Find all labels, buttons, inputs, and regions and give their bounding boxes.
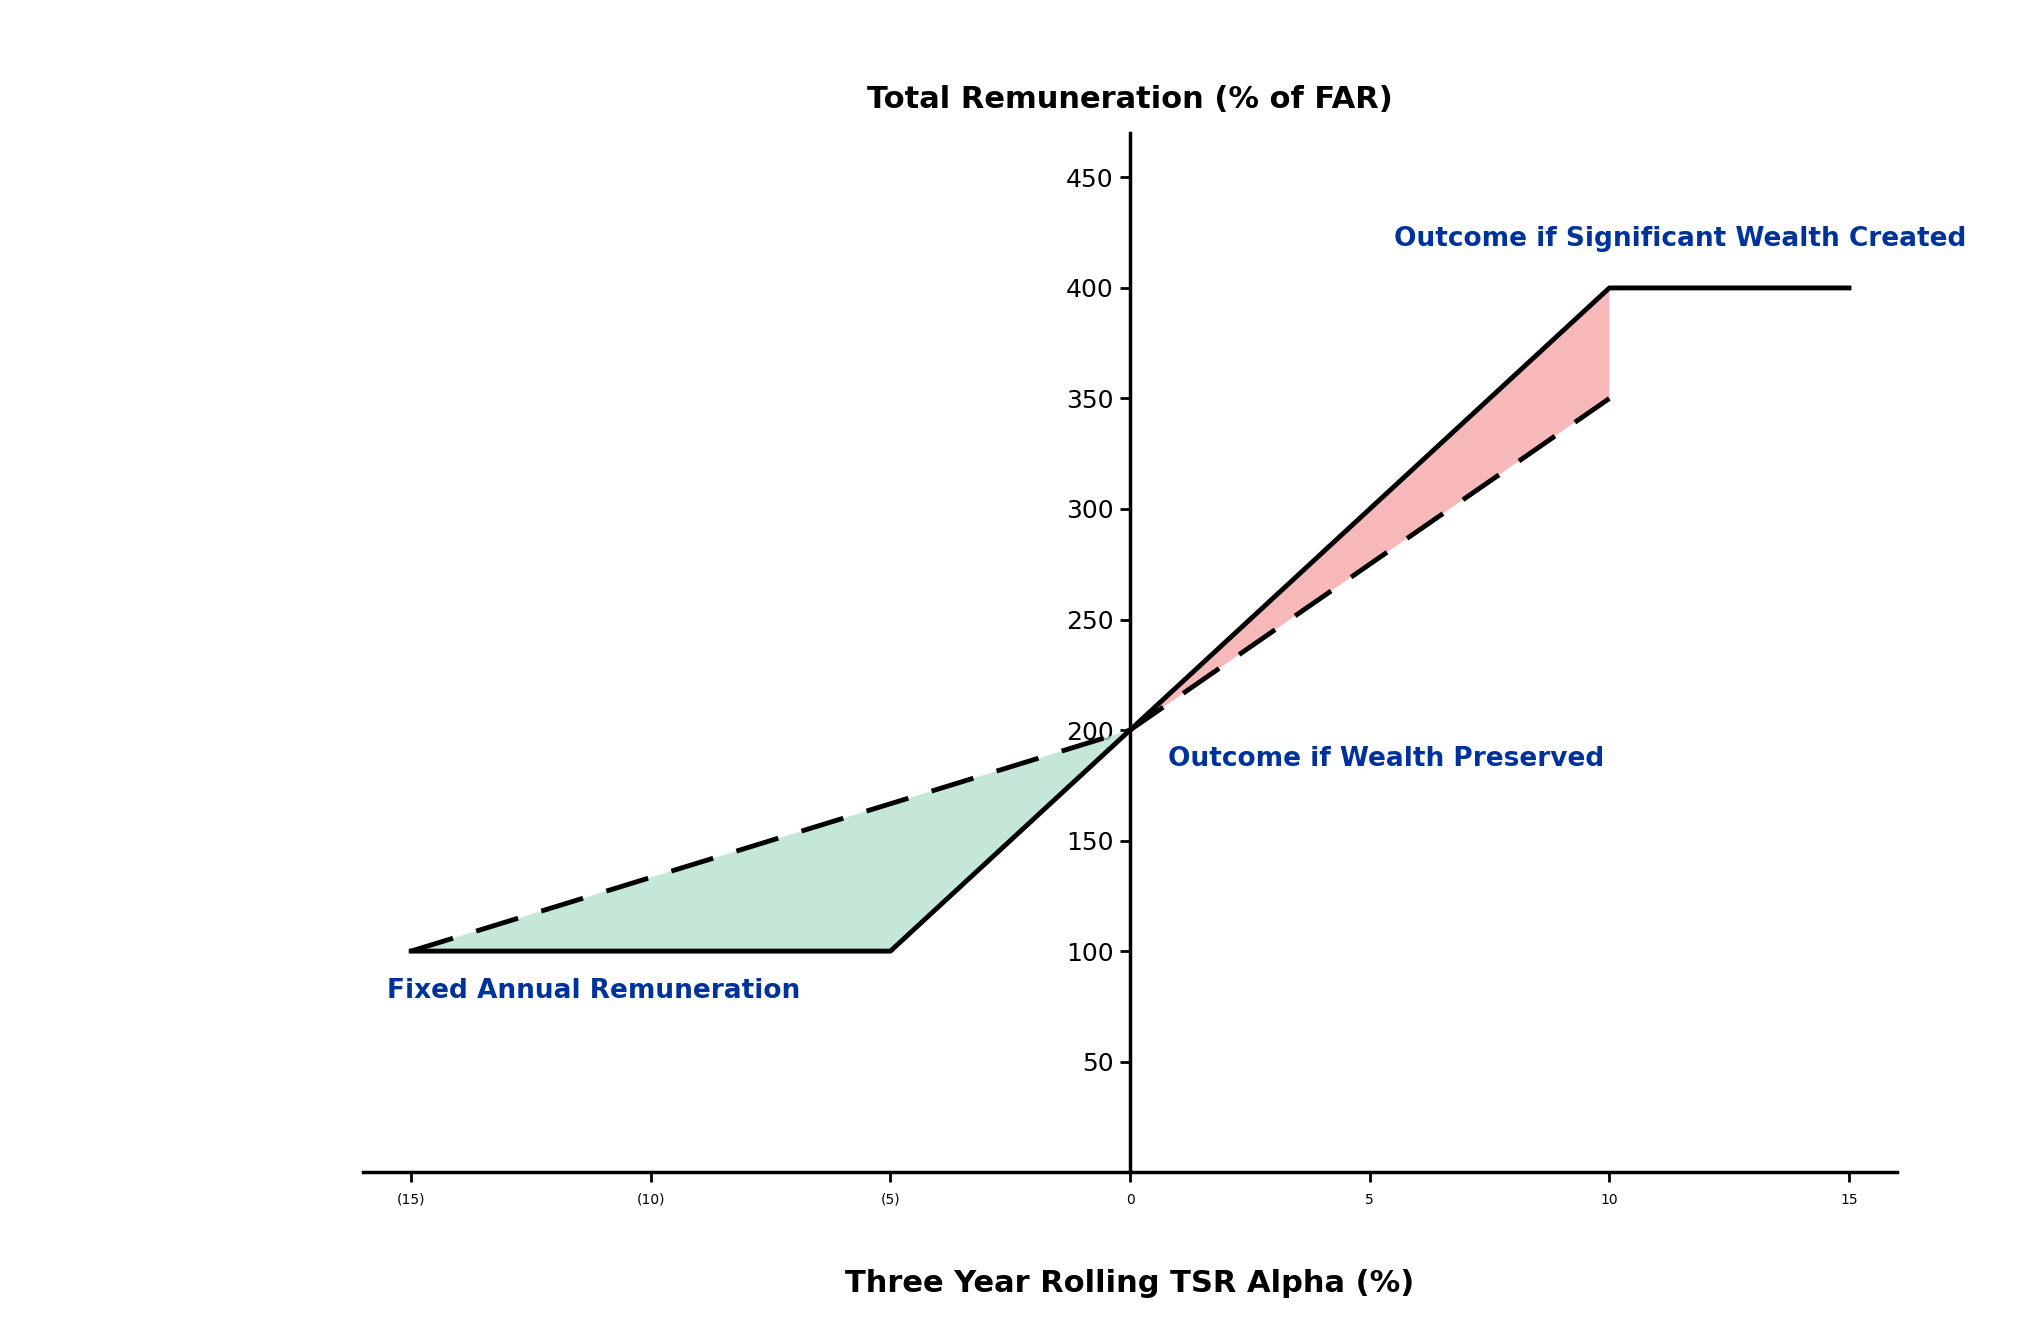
Text: Outcome if Wealth Preserved: Outcome if Wealth Preserved xyxy=(1168,746,1604,771)
Title: Total Remuneration (% of FAR): Total Remuneration (% of FAR) xyxy=(868,85,1392,115)
Text: Fixed Annual Remuneration: Fixed Annual Remuneration xyxy=(387,978,801,1003)
X-axis label: Three Year Rolling TSR Alpha (%): Three Year Rolling TSR Alpha (%) xyxy=(846,1269,1415,1299)
Text: Outcome if Significant Wealth Created: Outcome if Significant Wealth Created xyxy=(1394,226,1966,252)
Polygon shape xyxy=(1130,288,1610,730)
Polygon shape xyxy=(412,730,1130,951)
